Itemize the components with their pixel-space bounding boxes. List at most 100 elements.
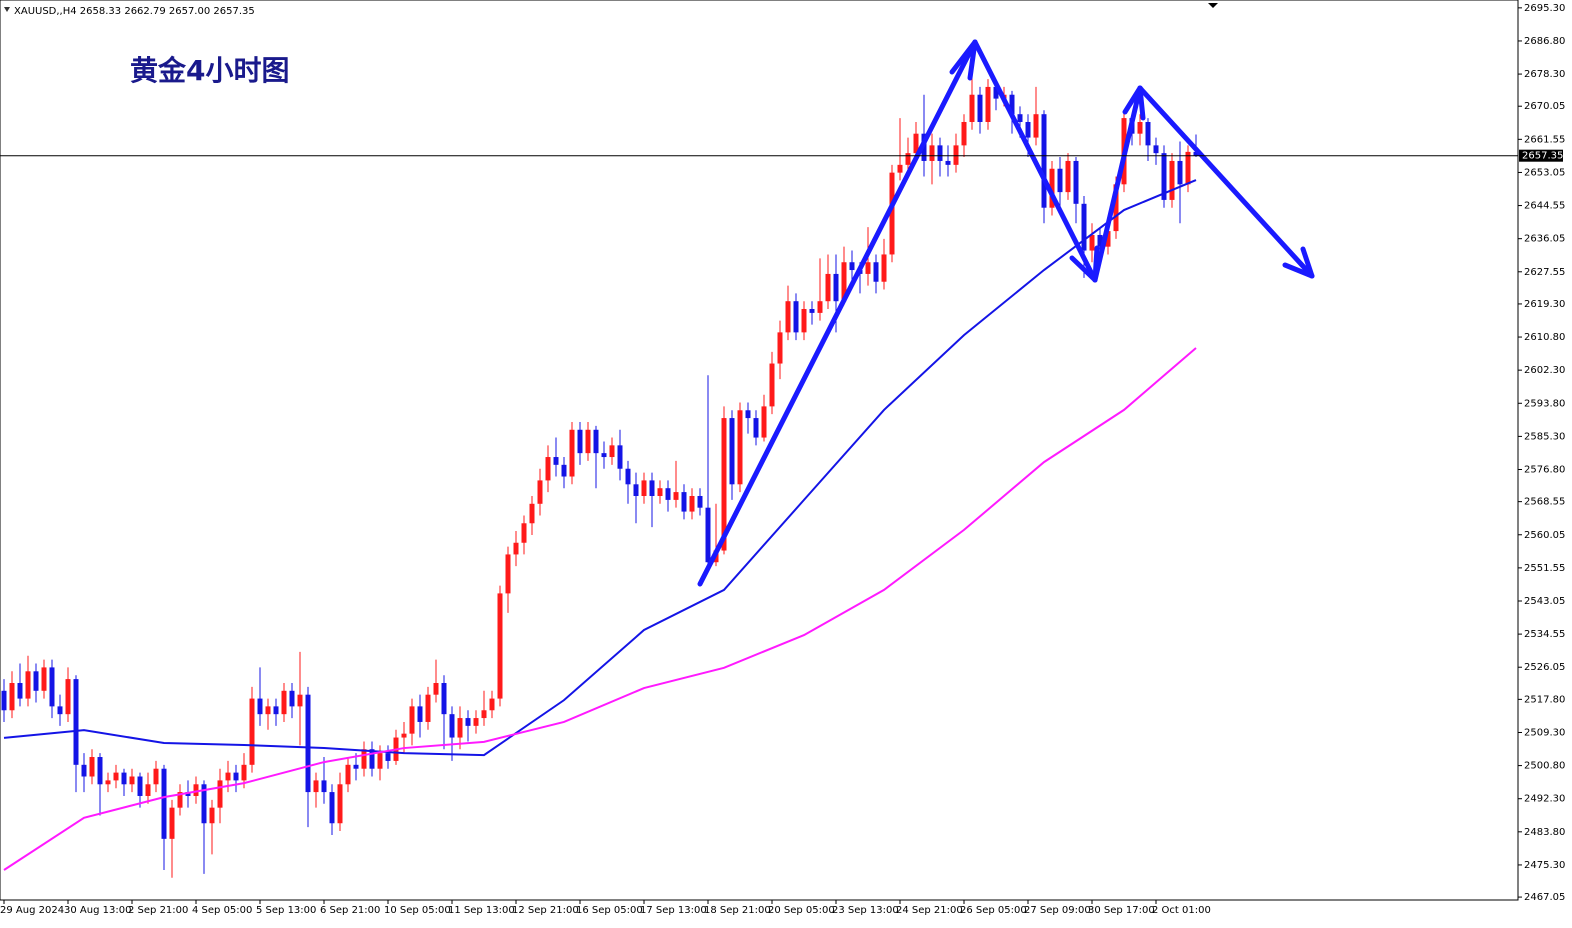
candle-body [833, 273, 839, 302]
candle-body [657, 488, 663, 496]
candle-body [49, 667, 55, 707]
y-tick-label: 2610.80 [1524, 332, 1565, 343]
x-tick-label: 18 Sep 21:00 [704, 905, 771, 916]
x-tick-label: 29 Aug 2024 [0, 905, 64, 916]
y-tick-label: 2627.55 [1524, 267, 1565, 278]
annotation-arrows [697, 39, 1315, 587]
candle-body [345, 764, 351, 785]
candle-body [313, 780, 319, 793]
x-tick-label: 16 Sep 05:00 [576, 905, 643, 916]
candle-body [145, 784, 151, 796]
candle-body [801, 308, 807, 333]
candle-body [1089, 234, 1095, 251]
candle-body [905, 153, 911, 165]
candle-body [1185, 151, 1191, 185]
candle-body [1065, 160, 1071, 193]
candle-body [441, 682, 447, 715]
x-tick-label: 17 Sep 13:00 [640, 905, 707, 916]
candle-body [1081, 203, 1087, 251]
x-tick-label: 20 Sep 05:00 [768, 905, 835, 916]
candle-body [873, 262, 879, 282]
candle-body [817, 301, 823, 313]
candle-body [409, 706, 415, 734]
x-tick-label: 27 Sep 09:00 [1024, 905, 1091, 916]
candle-body [1161, 153, 1167, 200]
y-tick-label: 2467.05 [1524, 892, 1565, 903]
y-tick-label: 2602.30 [1524, 365, 1565, 376]
candle-body [233, 772, 239, 781]
y-tick-label: 2593.80 [1524, 398, 1565, 409]
candle-body [209, 807, 215, 824]
candle-body [1113, 184, 1119, 232]
moving-average [3, 179, 1197, 757]
x-tick-label: 23 Sep 13:00 [832, 905, 899, 916]
y-tick-label: 2483.80 [1524, 827, 1565, 838]
y-tick-label: 2560.05 [1524, 530, 1565, 541]
y-tick-label: 2619.30 [1524, 299, 1565, 310]
x-tick-label: 30 Aug 13:00 [64, 905, 131, 916]
candle-body [89, 757, 95, 777]
candle-body [297, 694, 303, 707]
price-label: 2657.35 [1522, 151, 1563, 162]
candle-body [665, 488, 671, 500]
candle-body [241, 764, 247, 781]
candle-body [585, 429, 591, 454]
arrow [1092, 85, 1143, 283]
candle-body [545, 457, 551, 481]
candle-body [433, 682, 439, 695]
candle-body [489, 698, 495, 711]
candle-body [769, 363, 775, 407]
moving-average [3, 347, 1197, 871]
candle-body [321, 780, 327, 793]
y-tick-label: 2644.55 [1524, 201, 1565, 212]
candle-body [1049, 168, 1055, 208]
candle-body [1009, 94, 1015, 115]
candle-body [217, 780, 223, 808]
candle-body [577, 429, 583, 454]
candle-body [1177, 160, 1183, 185]
candle-body [25, 671, 31, 699]
x-tick-label: 24 Sep 21:00 [896, 905, 963, 916]
y-tick-label: 2678.30 [1524, 69, 1565, 80]
candle-body [633, 484, 639, 496]
candle-body [937, 145, 943, 161]
y-tick-label: 2661.55 [1524, 134, 1565, 145]
candle-body [377, 753, 383, 769]
candle-body [337, 784, 343, 824]
candle-body [201, 784, 207, 824]
candle-body [481, 710, 487, 719]
candle-body [609, 445, 615, 458]
y-tick-label: 2543.05 [1524, 596, 1565, 607]
candle-body [1105, 231, 1111, 247]
candle-body [33, 671, 39, 691]
candle-body [185, 792, 191, 796]
y-tick-label: 2517.80 [1524, 694, 1565, 705]
candle-body [985, 86, 991, 122]
candle-body [497, 593, 503, 699]
candle-body [305, 694, 311, 793]
candle-body [425, 694, 431, 722]
candle-body [649, 480, 655, 496]
candle-body [177, 792, 183, 808]
candle-body [681, 492, 687, 512]
candle-body [929, 145, 935, 161]
candle-body [281, 690, 287, 715]
x-tick-label: 5 Sep 13:00 [256, 905, 316, 916]
candle-body [257, 698, 263, 715]
candle-body [57, 706, 63, 715]
arrow [697, 39, 978, 587]
candle-body [721, 418, 727, 551]
candle-body [849, 262, 855, 271]
candle-body [1145, 121, 1151, 146]
candle-body [1097, 234, 1103, 247]
candle-body [473, 718, 479, 726]
y-tick-label: 2551.55 [1524, 563, 1565, 574]
x-tick-label: 10 Sep 05:00 [384, 905, 451, 916]
candle-body [553, 457, 559, 465]
y-tick-label: 2636.05 [1524, 234, 1565, 245]
candle-body [129, 776, 135, 785]
candle-body [1, 690, 7, 711]
candle-body [889, 172, 895, 255]
candle-body [689, 495, 695, 512]
candle-body [225, 772, 231, 781]
